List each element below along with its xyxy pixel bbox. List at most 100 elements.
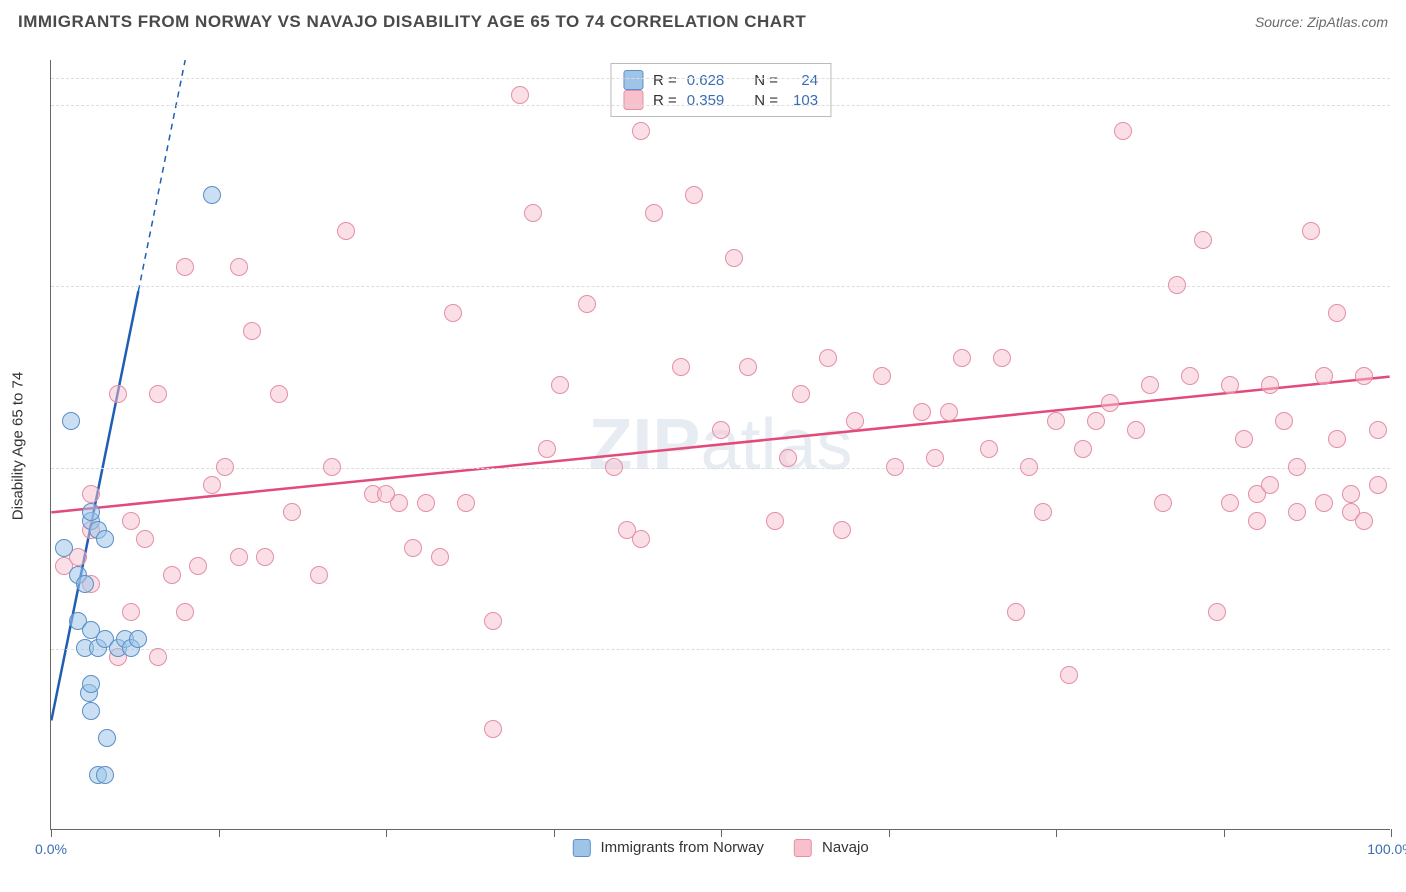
data-point xyxy=(886,458,904,476)
data-point xyxy=(310,566,328,584)
data-point xyxy=(632,122,650,140)
data-point xyxy=(779,449,797,467)
data-point xyxy=(404,539,422,557)
data-point xyxy=(484,612,502,630)
data-point xyxy=(176,258,194,276)
stats-legend: R = 0.628 N = 24 R = 0.359 N = 103 xyxy=(610,63,831,117)
r-value: 0.628 xyxy=(687,72,725,89)
data-point xyxy=(96,766,114,784)
gridline xyxy=(51,468,1390,469)
data-point xyxy=(819,349,837,367)
data-point xyxy=(1355,367,1373,385)
data-point xyxy=(1302,222,1320,240)
data-point xyxy=(82,702,100,720)
data-point xyxy=(1315,494,1333,512)
data-point xyxy=(323,458,341,476)
data-point xyxy=(203,476,221,494)
data-point xyxy=(993,349,1011,367)
data-point xyxy=(1208,603,1226,621)
data-point xyxy=(243,322,261,340)
data-point xyxy=(96,530,114,548)
data-point xyxy=(953,349,971,367)
legend-label: Navajo xyxy=(822,839,869,856)
data-point xyxy=(230,258,248,276)
data-point xyxy=(1235,430,1253,448)
x-tick-label: 0.0% xyxy=(35,841,67,857)
data-point xyxy=(62,412,80,430)
data-point xyxy=(1328,430,1346,448)
data-point xyxy=(203,186,221,204)
data-point xyxy=(1020,458,1038,476)
data-point xyxy=(524,204,542,222)
data-point xyxy=(1074,440,1092,458)
data-point xyxy=(632,530,650,548)
data-point xyxy=(1288,503,1306,521)
data-point xyxy=(484,720,502,738)
data-point xyxy=(176,603,194,621)
data-point xyxy=(149,385,167,403)
legend-row-navajo: R = 0.359 N = 103 xyxy=(623,90,818,110)
x-tick xyxy=(1391,829,1392,837)
n-label: N = xyxy=(754,72,778,89)
data-point xyxy=(712,421,730,439)
data-point xyxy=(873,367,891,385)
data-point xyxy=(1007,603,1025,621)
legend-swatch-icon xyxy=(623,90,643,110)
data-point xyxy=(1181,367,1199,385)
data-point xyxy=(129,630,147,648)
gridline xyxy=(51,78,1390,79)
legend-row-norway: R = 0.628 N = 24 xyxy=(623,70,818,90)
x-tick xyxy=(554,829,555,837)
data-point xyxy=(256,548,274,566)
data-point xyxy=(1328,304,1346,322)
data-point xyxy=(230,548,248,566)
data-point xyxy=(122,512,140,530)
data-point xyxy=(136,530,154,548)
data-point xyxy=(1275,412,1293,430)
data-point xyxy=(1315,367,1333,385)
data-point xyxy=(685,186,703,204)
data-point xyxy=(216,458,234,476)
data-point xyxy=(1154,494,1172,512)
data-point xyxy=(76,575,94,593)
data-point xyxy=(337,222,355,240)
data-point xyxy=(82,485,100,503)
legend-swatch-icon xyxy=(572,839,590,857)
data-point xyxy=(98,729,116,747)
plot-area: ZIPatlas R = 0.628 N = 24 R = 0.359 N = … xyxy=(50,60,1390,830)
data-point xyxy=(1127,421,1145,439)
data-point xyxy=(417,494,435,512)
data-point xyxy=(122,603,140,621)
data-point xyxy=(270,385,288,403)
data-point xyxy=(1221,494,1239,512)
data-point xyxy=(739,358,757,376)
data-point xyxy=(1114,122,1132,140)
data-point xyxy=(55,539,73,557)
legend-item-norway: Immigrants from Norway xyxy=(572,839,764,857)
data-point xyxy=(1101,394,1119,412)
data-point xyxy=(833,521,851,539)
legend-swatch-icon xyxy=(794,839,812,857)
x-tick-label: 100.0% xyxy=(1367,841,1406,857)
data-point xyxy=(725,249,743,267)
data-point xyxy=(913,403,931,421)
watermark: ZIPatlas xyxy=(588,404,852,486)
data-point xyxy=(1221,376,1239,394)
data-point xyxy=(940,403,958,421)
data-point xyxy=(1261,376,1279,394)
data-point xyxy=(511,86,529,104)
x-tick xyxy=(721,829,722,837)
data-point xyxy=(1261,476,1279,494)
data-point xyxy=(431,548,449,566)
data-point xyxy=(82,675,100,693)
legend-label: Immigrants from Norway xyxy=(600,839,763,856)
data-point xyxy=(1369,421,1387,439)
x-tick xyxy=(219,829,220,837)
data-point xyxy=(792,385,810,403)
gridline xyxy=(51,286,1390,287)
data-point xyxy=(1060,666,1078,684)
bottom-legend: Immigrants from Norway Navajo xyxy=(572,839,868,857)
x-tick xyxy=(1056,829,1057,837)
data-point xyxy=(1342,485,1360,503)
x-tick xyxy=(1224,829,1225,837)
